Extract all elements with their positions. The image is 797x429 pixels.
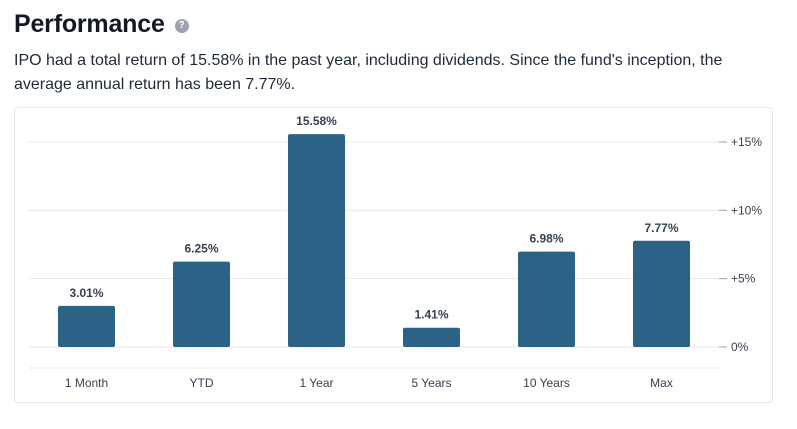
x-tick-label: 10 Years — [523, 376, 570, 390]
bar-value-label: 1.41% — [414, 308, 448, 322]
page-title: Performance — [14, 10, 165, 38]
bar-value-label: 7.77% — [644, 221, 678, 235]
y-tick-label: +10% — [731, 203, 762, 217]
y-tick-label: 0% — [731, 340, 749, 354]
x-tick-label: YTD — [190, 376, 214, 390]
bar — [58, 305, 115, 347]
bar — [403, 327, 460, 347]
bar — [518, 251, 575, 347]
y-tick-label: +15% — [731, 135, 762, 149]
section-header: Performance ? — [14, 10, 189, 39]
bar — [288, 134, 345, 347]
performance-summary: IPO had a total return of 15.58% in the … — [14, 52, 723, 93]
chart-card: 0% +5% +10% +15% 3.01% 1 Month 6.25% YTD 15.58% 1… — [14, 107, 773, 403]
bar — [633, 240, 690, 347]
bar-value-label: 6.98% — [529, 232, 563, 246]
help-icon[interactable]: ? — [174, 19, 189, 33]
x-tick-label: 1 Month — [65, 376, 108, 390]
bar-value-label: 6.25% — [184, 242, 218, 256]
x-tick-label: 1 Year — [299, 376, 333, 390]
bar-value-label: 15.58% — [296, 114, 337, 128]
x-tick-label: Max — [650, 376, 673, 390]
y-tick-label: +5% — [731, 272, 756, 286]
bar — [173, 261, 230, 347]
x-tick-label: 5 Years — [411, 376, 451, 390]
performance-bar-chart: 0% +5% +10% +15% 3.01% 1 Month 6.25% YTD 15.58% 1… — [29, 114, 762, 390]
bar-value-label: 3.01% — [69, 286, 103, 300]
